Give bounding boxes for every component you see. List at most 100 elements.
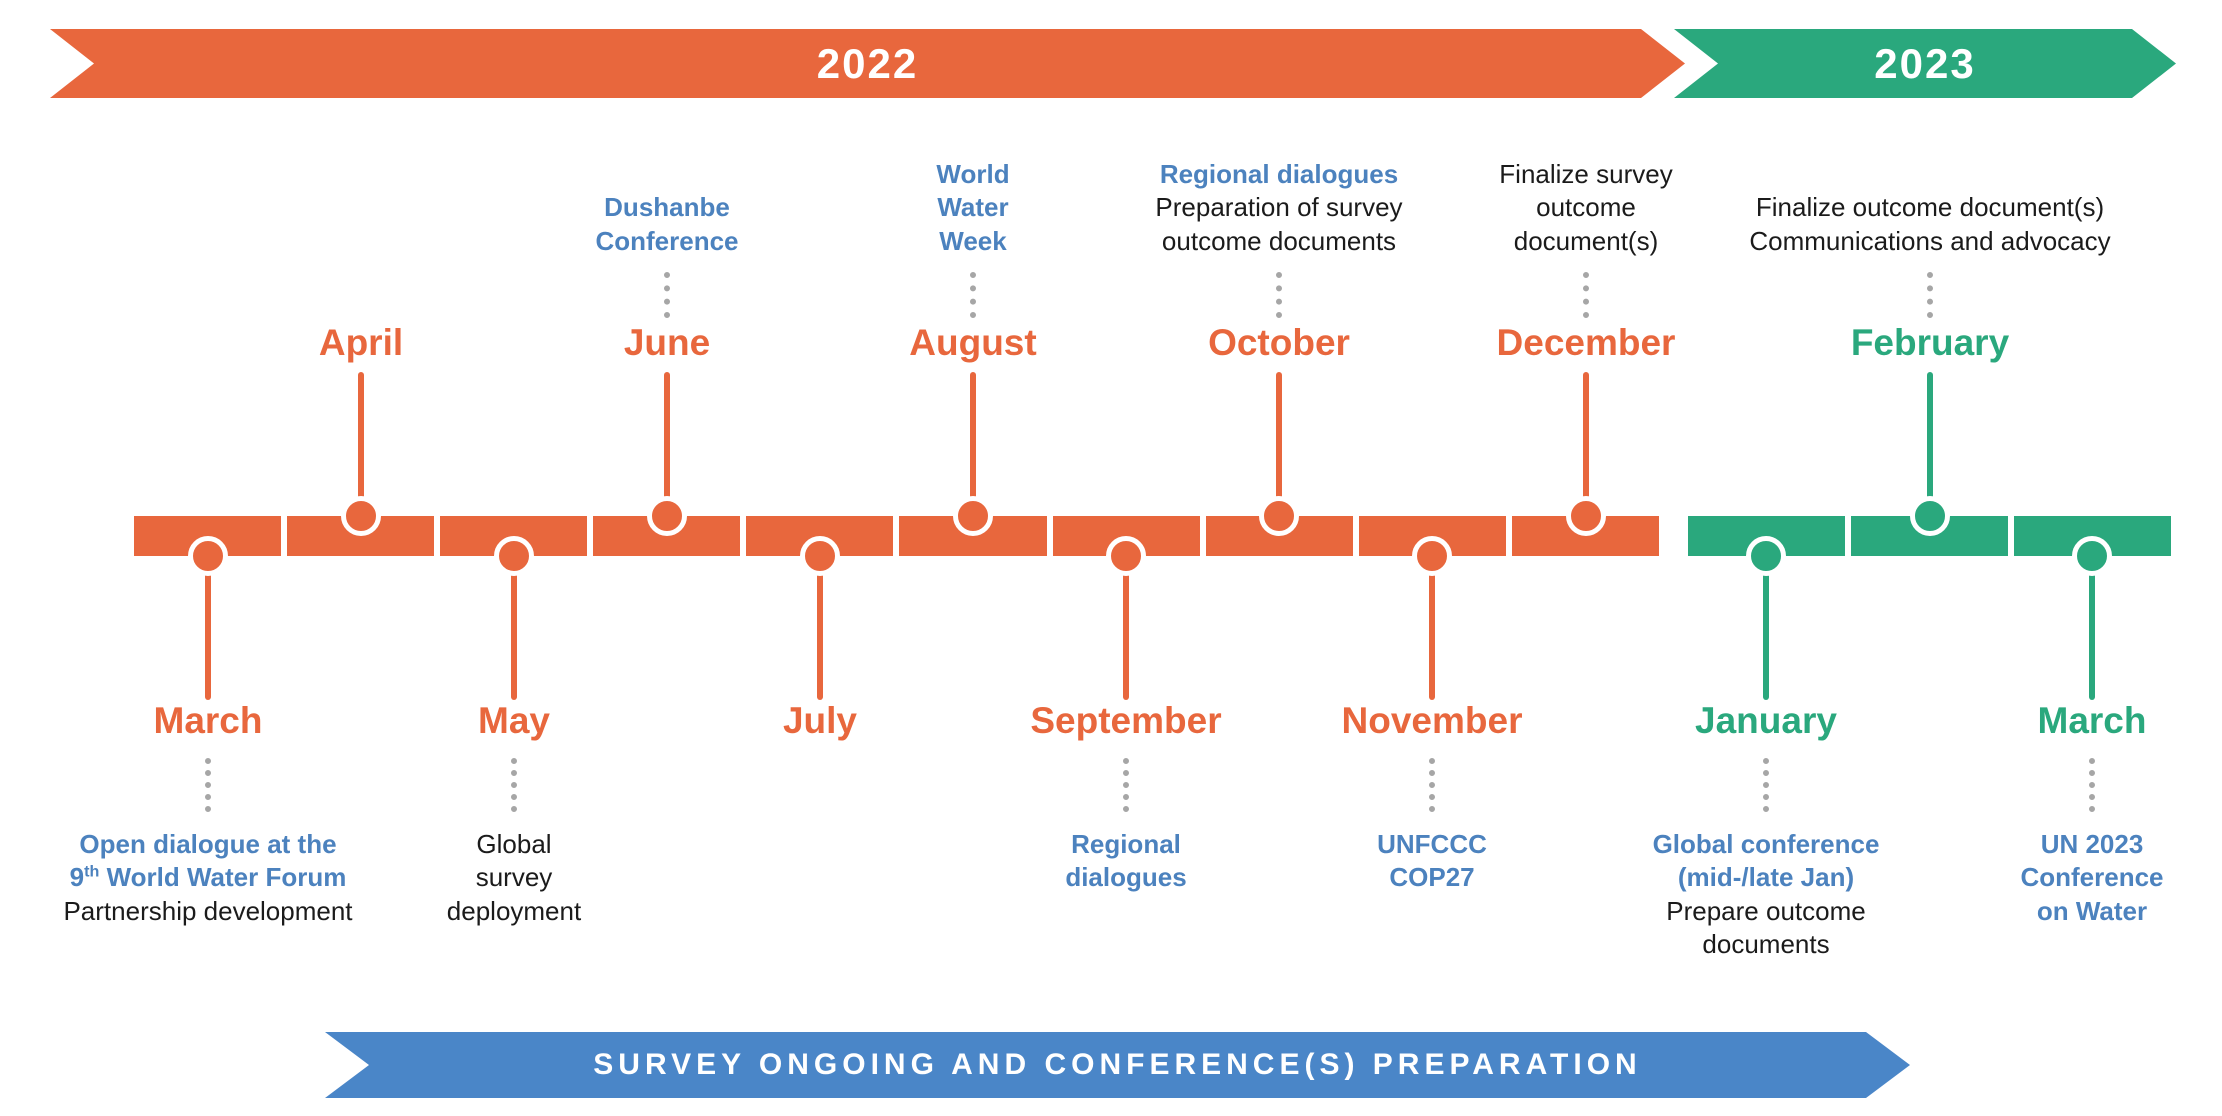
timeline-node bbox=[1259, 496, 1299, 536]
event-annotation: Finalize outcome document(s) Communicati… bbox=[1730, 116, 2130, 258]
timeline-node bbox=[1746, 536, 1786, 576]
timeline-node bbox=[647, 496, 687, 536]
year-2022-label: 2022 bbox=[816, 39, 919, 87]
annotation-line: Communications and advocacy bbox=[1749, 225, 2111, 256]
connector-line bbox=[970, 372, 976, 518]
timeline-node bbox=[1412, 536, 1452, 576]
timeline-node bbox=[800, 536, 840, 576]
annotation-line: Partnership development bbox=[63, 895, 353, 926]
annotation-line: deployment bbox=[446, 895, 582, 926]
annotation-line: survey bbox=[475, 862, 553, 893]
month-label: February bbox=[1850, 322, 2010, 363]
month-label: December bbox=[1496, 322, 1676, 363]
dotted-connector bbox=[1429, 758, 1435, 812]
timeline-node bbox=[188, 536, 228, 576]
bottom-banner-label: SURVEY ONGOING AND CONFERENCE(S) PREPARA… bbox=[593, 1048, 1642, 1081]
connector-line bbox=[817, 554, 823, 700]
annotation-line: World bbox=[936, 159, 1010, 190]
timeline-node bbox=[1910, 496, 1950, 536]
event-annotation: UN 2023 Conference on Water bbox=[1892, 828, 2222, 928]
connector-line bbox=[205, 554, 211, 700]
dotted-connector bbox=[1763, 758, 1769, 812]
timeline-month-february-2023: February Finalize outcome document(s) Co… bbox=[1730, 0, 2130, 1116]
timeline-month-january-2023: January Global conference (mid-/late Jan… bbox=[1566, 0, 1966, 1116]
month-label: September bbox=[1030, 700, 1222, 741]
annotation-line: (mid-/late Jan) bbox=[1677, 862, 1855, 893]
dotted-connector bbox=[2089, 758, 2095, 812]
month-label: June bbox=[623, 322, 711, 363]
ordinal-suffix: th bbox=[84, 862, 100, 881]
timeline-node bbox=[341, 496, 381, 536]
timeline-month-september-2022: September Regional dialogues bbox=[926, 0, 1326, 1116]
dotted-connector bbox=[664, 272, 670, 318]
annotation-line: Regional dialogues bbox=[1159, 159, 1399, 190]
connector-line bbox=[1583, 372, 1589, 518]
year-banner-2022: 2022 bbox=[50, 29, 1685, 98]
connector-line bbox=[2089, 554, 2095, 700]
event-annotation: UNFCCC COP27 bbox=[1232, 828, 1632, 895]
timeline-month-november-2022: November UNFCCC COP27 bbox=[1232, 0, 1632, 1116]
timeline-month-july-2022: July bbox=[620, 0, 1020, 1116]
annotation-line: Week bbox=[939, 225, 1007, 256]
timeline-month-may-2022: May Global survey deployment bbox=[314, 0, 714, 1116]
annotation-line: Preparation of survey bbox=[1155, 192, 1403, 223]
connector-line bbox=[1763, 554, 1769, 700]
timeline-month-august-2022: August World Water Week bbox=[773, 0, 1173, 1116]
timeline-node bbox=[1566, 496, 1606, 536]
connector-line bbox=[1276, 372, 1282, 518]
event-annotation: Dushanbe Conference bbox=[467, 116, 867, 258]
timeline-month-april-2022: April bbox=[161, 0, 561, 1116]
month-label: July bbox=[782, 700, 858, 741]
connector-line bbox=[1123, 554, 1129, 700]
year-banner-2023: 2023 bbox=[1674, 29, 2176, 98]
timeline-month-march-2022: March Open dialogue at the 9th World Wat… bbox=[8, 0, 408, 1116]
event-annotation: Global survey deployment bbox=[314, 828, 714, 928]
month-label: August bbox=[909, 322, 1037, 363]
event-annotation: Finalize survey outcome document(s) bbox=[1386, 116, 1786, 258]
event-annotation: Regional dialogues bbox=[926, 828, 1326, 895]
dotted-connector bbox=[1927, 272, 1933, 318]
connector-line bbox=[664, 372, 670, 518]
annotation-line: Prepare outcome bbox=[1666, 895, 1866, 926]
annotation-line: dialogues bbox=[1065, 862, 1187, 893]
event-annotation: Global conference (mid-/late Jan) Prepar… bbox=[1566, 828, 1966, 961]
timeline-node bbox=[953, 496, 993, 536]
timeline-node bbox=[1106, 536, 1146, 576]
timeline-node bbox=[2072, 536, 2112, 576]
annotation-line: documents bbox=[1702, 928, 1830, 959]
annotation-line: Finalize outcome document(s) bbox=[1755, 192, 2105, 223]
month-label: March bbox=[2037, 700, 2147, 741]
dotted-connector bbox=[205, 758, 211, 812]
annotation-line: Conference bbox=[595, 225, 739, 256]
annotation-line: Regional bbox=[1071, 829, 1181, 859]
annotation-line: Conference bbox=[2020, 862, 2164, 893]
timeline-month-december-2022: December Finalize survey outcome documen… bbox=[1386, 0, 1786, 1116]
event-annotation: Regional dialogues Preparation of survey… bbox=[1079, 116, 1479, 258]
connector-line bbox=[1429, 554, 1435, 700]
timeline-month-march-2023: March UN 2023 Conference on Water bbox=[1892, 0, 2222, 1116]
month-label: April bbox=[318, 322, 404, 363]
annotation-line: UN 2023 bbox=[2040, 829, 2144, 859]
dotted-connector bbox=[970, 272, 976, 318]
annotation-line: on Water bbox=[2036, 895, 2148, 926]
annotation-line: COP27 bbox=[1389, 862, 1475, 893]
connector-line bbox=[1927, 372, 1933, 518]
bottom-banner: SURVEY ONGOING AND CONFERENCE(S) PREPARA… bbox=[325, 1032, 1910, 1098]
dotted-connector bbox=[1583, 272, 1589, 318]
dotted-connector bbox=[1276, 272, 1282, 318]
month-label: May bbox=[478, 700, 550, 741]
month-label: January bbox=[1695, 700, 1837, 741]
connector-line bbox=[511, 554, 517, 700]
annotation-line: outcome documents bbox=[1161, 225, 1397, 256]
timeline-node bbox=[494, 536, 534, 576]
year-2023-label: 2023 bbox=[1874, 39, 1976, 87]
event-annotation: Open dialogue at the 9th World Water For… bbox=[8, 828, 408, 928]
month-label: October bbox=[1208, 322, 1350, 363]
timeline-month-october-2022: October Regional dialogues Preparation o… bbox=[1079, 0, 1479, 1116]
month-label: November bbox=[1341, 700, 1523, 741]
timeline-month-june-2022: June Dushanbe Conference bbox=[467, 0, 867, 1116]
annotation-line: document(s) bbox=[1513, 225, 1659, 256]
annotation-line: Water bbox=[937, 192, 1009, 223]
annotation-line: Global conference bbox=[1652, 829, 1880, 859]
annotation-line: Dushanbe bbox=[604, 192, 730, 223]
